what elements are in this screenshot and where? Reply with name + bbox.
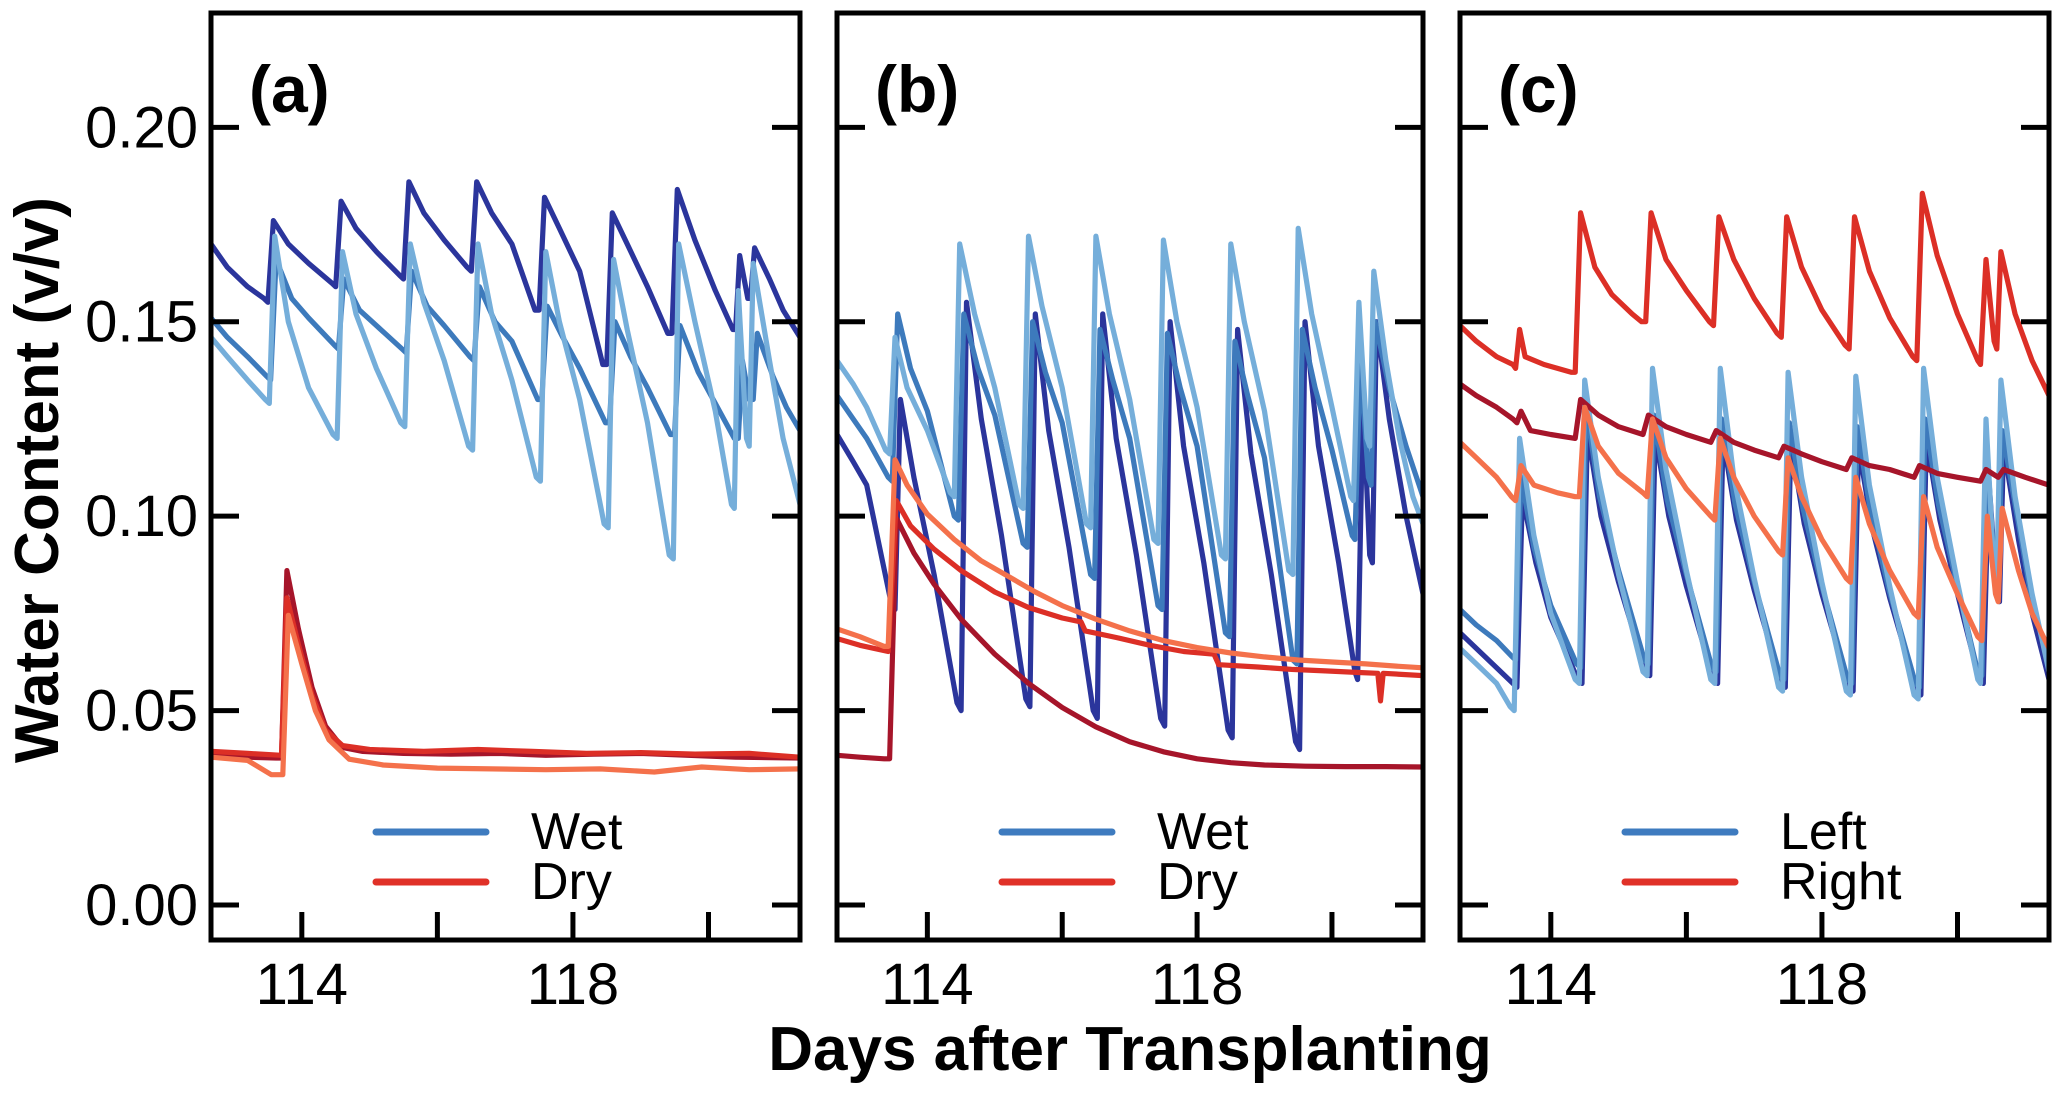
series-wet-navy	[837, 299, 1423, 753]
series-dry-orange	[211, 612, 800, 778]
x-tick-label: 114	[1505, 952, 1597, 1017]
panel-letter-b: (b)	[875, 52, 959, 126]
series-left-light-blue	[1460, 365, 2049, 714]
series-wet-blue	[837, 311, 1423, 667]
legend-label-left: Left	[1780, 803, 1867, 861]
x-tick-label: 118	[1776, 952, 1868, 1017]
panel-frame	[208, 10, 803, 943]
series-wet-navy	[211, 179, 800, 368]
legend-label-wet: Wet	[531, 803, 623, 861]
series-dry-dark-red	[837, 515, 1423, 770]
y-tick-label: 0.20	[85, 95, 198, 160]
legend-label-right: Right	[1780, 853, 1902, 911]
panel-frame	[1457, 10, 2052, 943]
y-tick-label: 0.00	[85, 873, 198, 938]
y-tick-label: 0.15	[85, 290, 198, 355]
panel-letter-a: (a)	[249, 52, 330, 126]
x-tick-label: 118	[527, 952, 619, 1017]
series-wet-light-blue	[211, 233, 800, 562]
x-tick-label: 114	[256, 952, 348, 1017]
legend-label-dry: Dry	[531, 853, 612, 911]
series-dry-orange	[837, 457, 1423, 671]
series-dry-red	[837, 498, 1423, 704]
x-tick-label: 114	[881, 952, 973, 1017]
legend-label-dry: Dry	[1157, 853, 1238, 911]
series-wet-light-blue	[837, 225, 1423, 578]
panel-frame	[834, 10, 1426, 943]
series-left-navy	[1460, 428, 2049, 698]
y-axis-title: Water Content (v/v)	[3, 197, 72, 763]
y-tick-label: 0.05	[85, 679, 198, 744]
series-right-red	[1460, 190, 2049, 399]
legend-label-wet: Wet	[1157, 803, 1249, 861]
panel-letter-c: (c)	[1498, 52, 1579, 126]
x-axis-title: Days after Transplanting	[768, 1015, 1492, 1084]
y-tick-label: 0.10	[85, 484, 198, 549]
x-tick-label: 118	[1151, 952, 1243, 1017]
series-right-orange	[1460, 404, 2049, 652]
series-right-dark-red	[1460, 381, 2049, 488]
